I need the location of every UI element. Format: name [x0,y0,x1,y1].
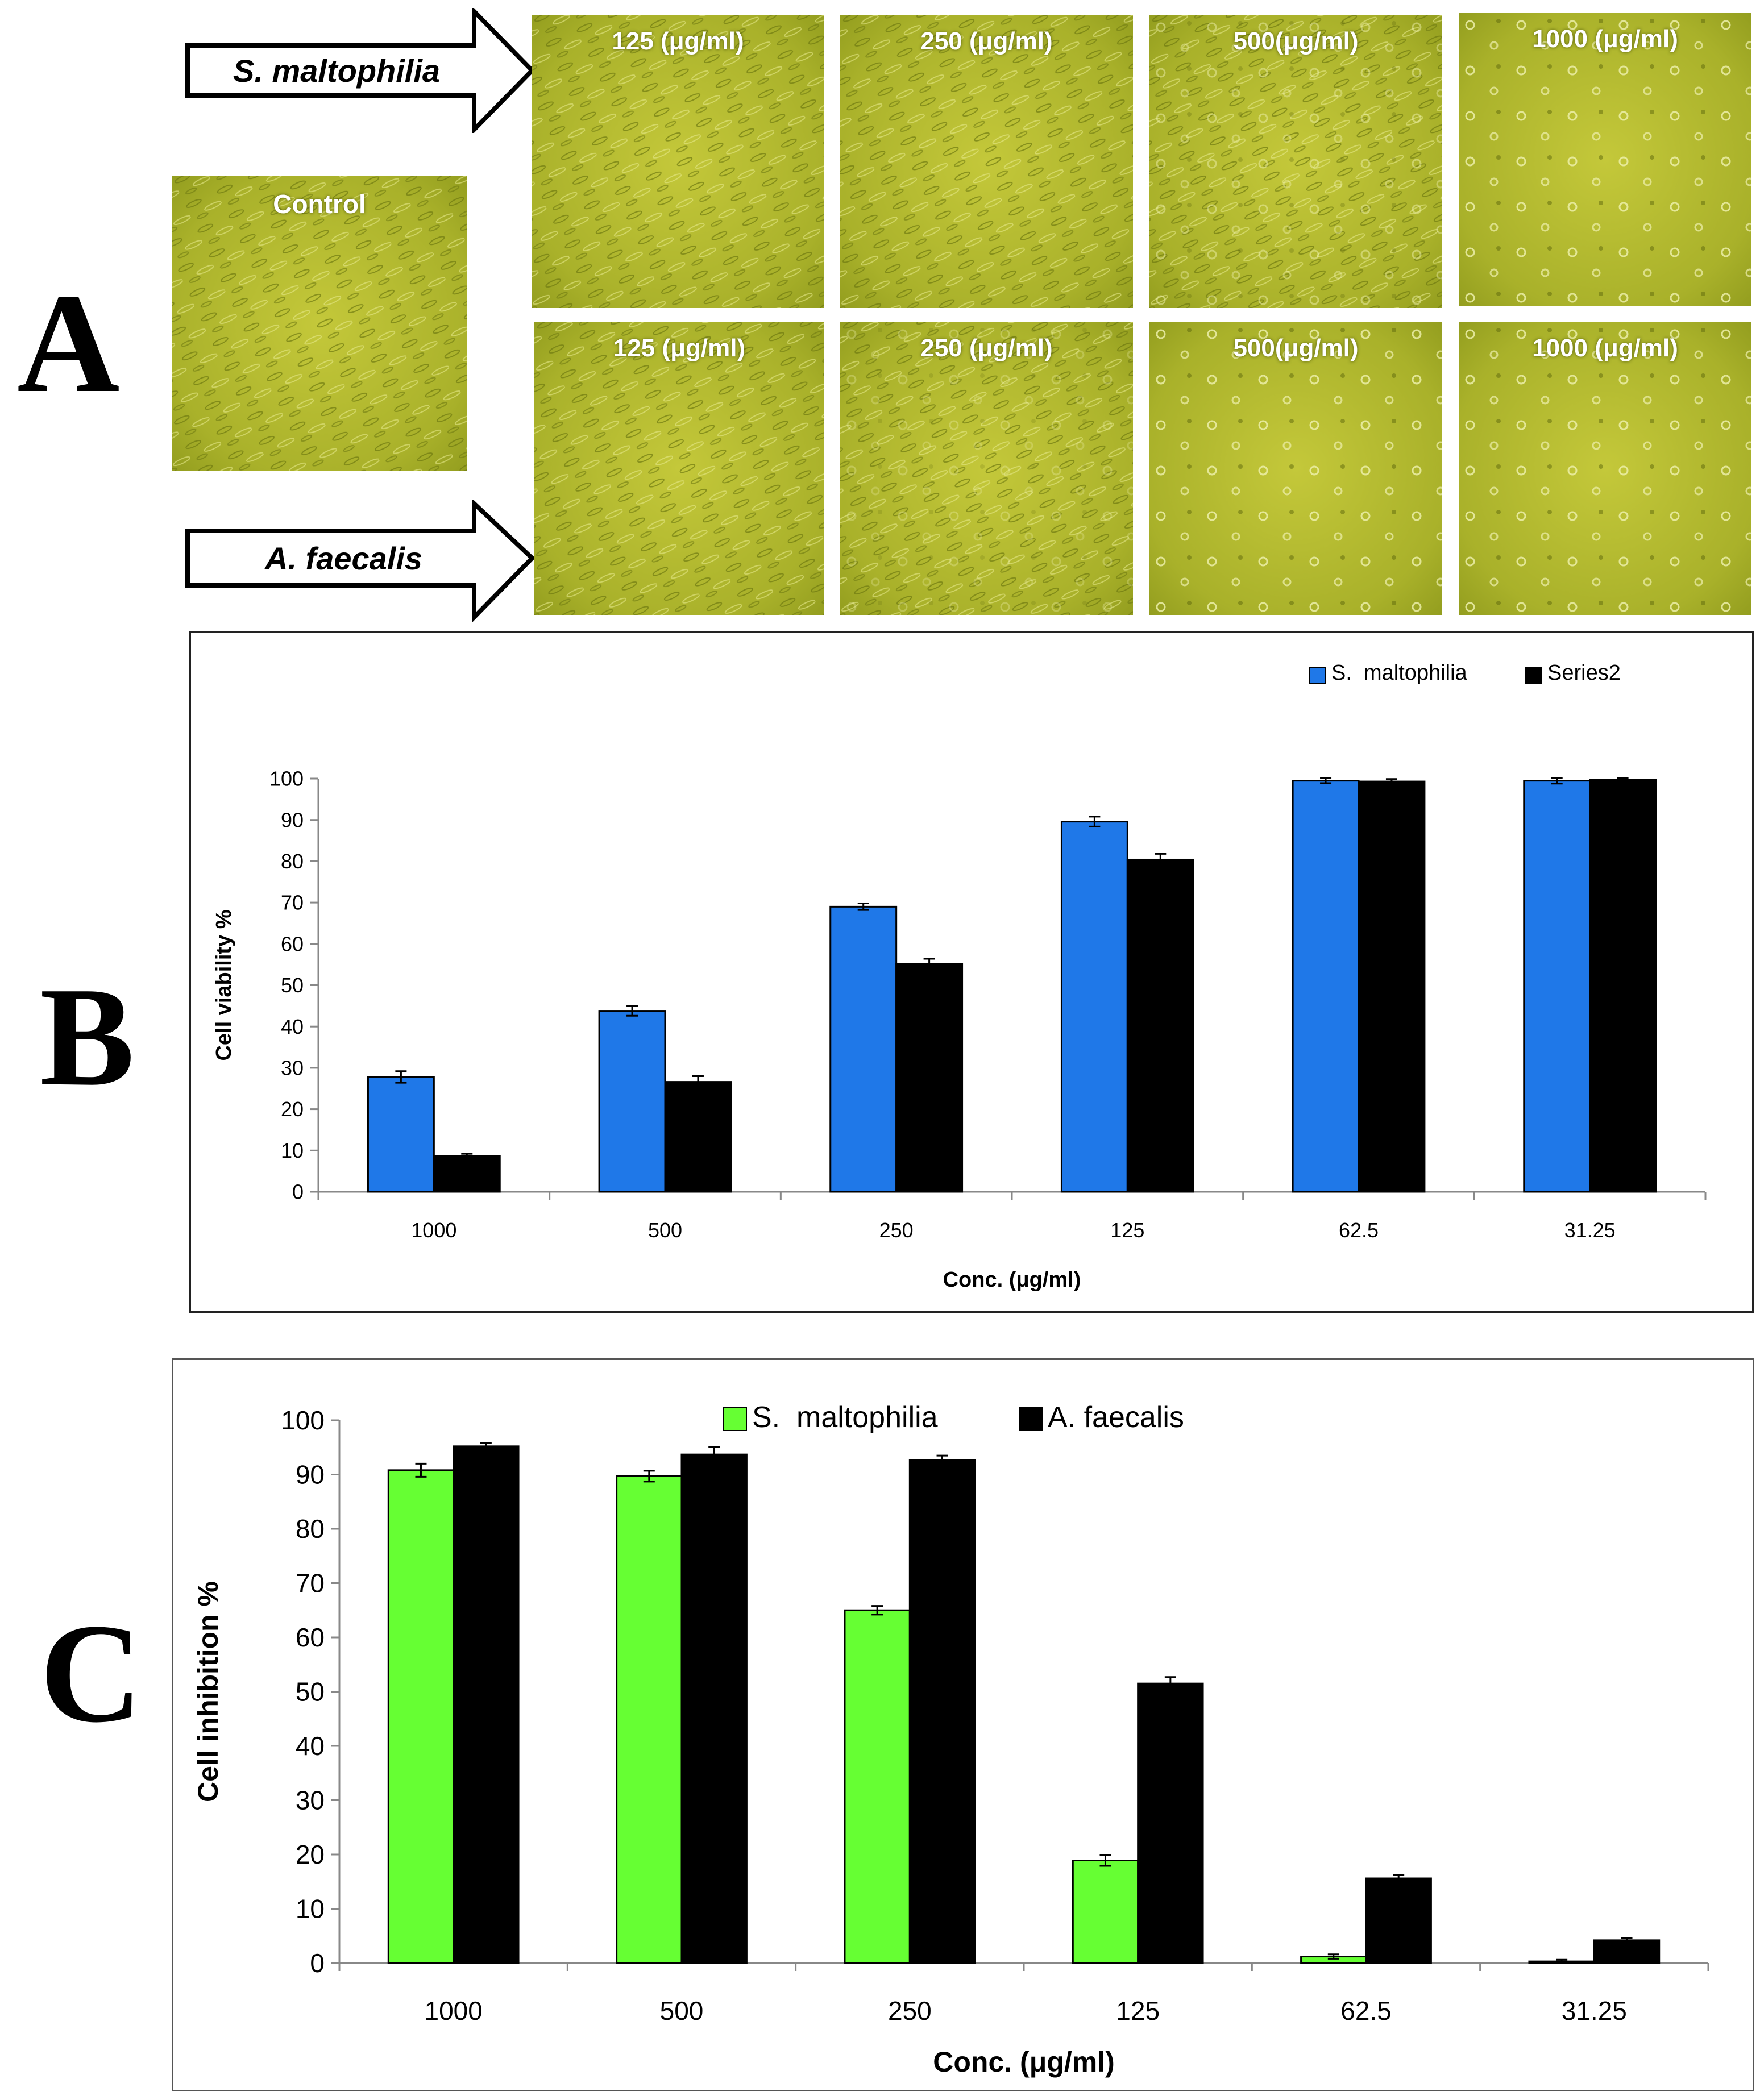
legend-swatch [1525,667,1542,684]
micrograph-row2-250: 250 (μg/ml) [840,322,1133,615]
legend-label: A. faecalis [1048,1401,1184,1434]
y-tick-label: 70 [296,1569,325,1598]
bar-s-maltophilia [616,1475,683,1964]
bar-series-2 [895,963,964,1193]
bar-series-2 [1589,779,1657,1193]
micrograph-label: 500(μg/ml) [1233,334,1359,362]
legend-label: Series2 [1547,661,1621,685]
bar-series-2 [664,1081,732,1193]
micrograph-label: 500(μg/ml) [1233,27,1359,55]
micrograph-row1-500: 500(μg/ml) [1149,15,1442,308]
y-tick-label: 30 [296,1786,325,1815]
chart-c-inhibition: 0 10 20 30 40 50 60 70 80 90 100 1000 500 250 125 62.5 3… [192,1401,1709,2078]
bar-s-maltophilia [387,1469,455,1964]
panel-letter-c: C [40,1595,143,1752]
micrograph-label: 125 (μg/ml) [612,27,744,55]
y-tick-label: 50 [281,974,304,997]
micrograph-label: 1000 (μg/ml) [1532,334,1678,362]
y-tick-label: 100 [281,1405,325,1435]
bar-s-maltophilia [829,905,898,1193]
bar-s-maltophilia [367,1076,435,1193]
micrograph-row2-125: 125 (μg/ml) [534,322,824,615]
y-tick-label: 90 [296,1460,325,1490]
y-axis-label: Cell inhibition % [192,1581,224,1802]
y-tick-label: 50 [296,1677,325,1707]
y-tick-label: 60 [281,932,304,955]
panel-letter-a: A [17,265,120,422]
legend-swatch [1309,667,1326,684]
legend-swatch [1019,1407,1043,1431]
y-tick-label: 30 [281,1057,304,1080]
y-tick-label: 0 [292,1180,304,1204]
micrograph-row1-125: 125 (μg/ml) [532,15,824,308]
chart-c-frame: 0 10 20 30 40 50 60 70 80 90 100 1000 500 250 125 62.5 3… [172,1358,1754,2091]
micrograph-row1-250: 250 (μg/ml) [840,15,1133,308]
legend-label: S. maltophilia [1331,661,1468,685]
y-tick-label: 60 [296,1623,325,1652]
y-tick-label: 10 [296,1894,325,1924]
legend-swatch [723,1407,747,1431]
x-tick-label: 31.25 [1562,1996,1627,2026]
bar-s-maltophilia [1292,780,1360,1193]
micrograph-label: 1000 (μg/ml) [1532,25,1678,53]
x-tick-label: 1000 [424,1996,482,2026]
bar-s-maltophilia [1060,821,1128,1193]
bar-series-2 [680,1453,748,1964]
x-tick-label: 250 [879,1219,914,1242]
control-micrograph: Control [172,176,467,471]
x-axis-label: Conc. (μg/ml) [943,1268,1081,1292]
row2-strain-label: A. faecalis [265,540,423,576]
arrow-s-maltophilia [185,8,536,133]
y-tick-label: 80 [281,850,304,873]
micrograph-row2-500: 500(μg/ml) [1149,322,1442,615]
micrograph-label: 125 (μg/ml) [613,334,746,362]
panel-letter-b: B [40,958,135,1116]
micrograph-row1-1000: 1000 (μg/ml) [1459,13,1751,306]
x-axis-label: Conc. (μg/ml) [933,2046,1114,2078]
arrow-a-faecalis [185,500,536,623]
bar-series-2 [1137,1682,1204,1964]
row1-strain-label: S. maltophilia [233,53,441,89]
y-tick-label: 40 [296,1731,325,1761]
micrograph-label: 250 (μg/ml) [920,334,1053,362]
chart-b-viability: 0 10 20 30 40 50 60 70 80 90 100 1000 500 250 125 62.5 3… [212,661,1707,1292]
bar-s-maltophilia [1072,1860,1139,1964]
bar-series-2 [433,1155,501,1193]
bar-series-2 [453,1445,520,1964]
bar-series-2 [1365,1877,1432,1964]
y-axis-label: Cell viability % [212,909,236,1061]
bar-s-maltophilia [844,1609,911,1964]
control-label: Control [273,189,366,219]
x-tick-label: 31.25 [1564,1219,1616,1242]
x-tick-label: 125 [1110,1219,1144,1242]
chart-b-frame: 0 10 20 30 40 50 60 70 80 90 100 1000 500 250 125 62.5 3… [189,631,1754,1313]
x-tick-label: 250 [888,1996,932,2026]
micrograph-texture [172,176,467,471]
x-tick-label: 62.5 [1339,1219,1379,1242]
y-tick-label: 90 [281,808,304,831]
x-tick-label: 125 [1116,1996,1160,2026]
x-tick-label: 500 [648,1219,682,1242]
y-tick-label: 100 [269,767,304,791]
bar-series-2 [1358,780,1426,1193]
bar-s-maltophilia [1523,780,1591,1193]
y-tick-label: 40 [281,1015,304,1038]
x-tick-label: 500 [660,1996,704,2026]
micrograph-label: 250 (μg/ml) [920,27,1053,55]
x-tick-label: 1000 [411,1219,456,1242]
y-tick-label: 20 [281,1097,304,1121]
micrograph-row2-1000: 1000 (μg/ml) [1459,322,1751,615]
y-tick-label: 10 [281,1139,304,1162]
bar-series-2 [1593,1939,1661,1964]
x-tick-label: 62.5 [1340,1996,1392,2026]
bar-s-maltophilia [598,1010,666,1193]
y-tick-label: 80 [296,1514,325,1544]
bar-series-2 [1126,858,1194,1193]
legend-label: S. maltophilia [752,1401,938,1434]
y-tick-label: 20 [296,1840,325,1869]
bar-series-2 [908,1459,976,1964]
y-tick-label: 70 [281,891,304,914]
y-tick-label: 0 [310,1948,325,1978]
